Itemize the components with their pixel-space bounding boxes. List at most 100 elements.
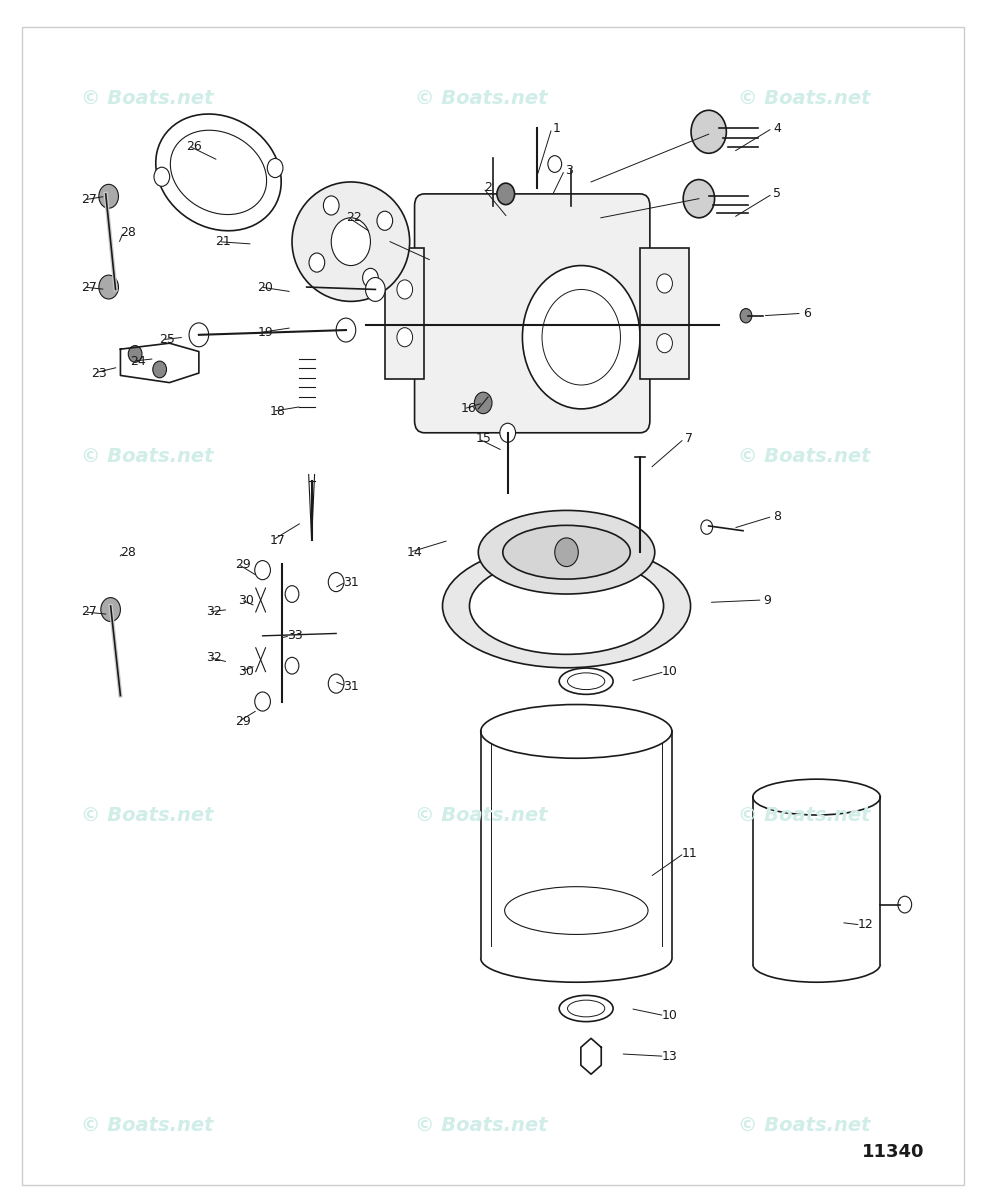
Text: 18: 18 xyxy=(269,404,285,418)
Text: 32: 32 xyxy=(206,606,222,618)
Ellipse shape xyxy=(292,182,409,301)
Text: © Boats.net: © Boats.net xyxy=(739,89,871,108)
Text: 8: 8 xyxy=(773,510,781,523)
Circle shape xyxy=(363,269,379,288)
Text: 16: 16 xyxy=(460,402,476,415)
Circle shape xyxy=(474,392,492,414)
Circle shape xyxy=(254,692,270,712)
Circle shape xyxy=(309,253,324,272)
Ellipse shape xyxy=(559,668,613,695)
Bar xyxy=(386,247,424,379)
Ellipse shape xyxy=(443,544,690,667)
Circle shape xyxy=(285,586,299,602)
Circle shape xyxy=(328,674,344,694)
Circle shape xyxy=(397,280,412,299)
Circle shape xyxy=(898,896,912,913)
Text: 30: 30 xyxy=(238,594,253,606)
Text: 33: 33 xyxy=(287,629,303,642)
Ellipse shape xyxy=(478,510,655,594)
Text: 22: 22 xyxy=(346,211,362,224)
Ellipse shape xyxy=(568,673,604,690)
Circle shape xyxy=(397,328,412,347)
Circle shape xyxy=(500,424,516,443)
Text: © Boats.net: © Boats.net xyxy=(739,1116,871,1135)
Text: 6: 6 xyxy=(803,307,810,320)
Text: 20: 20 xyxy=(257,281,273,294)
Text: 11340: 11340 xyxy=(862,1144,925,1162)
Text: © Boats.net: © Boats.net xyxy=(81,89,214,108)
Text: 32: 32 xyxy=(206,650,222,664)
Circle shape xyxy=(691,110,727,154)
Ellipse shape xyxy=(753,779,880,815)
Circle shape xyxy=(377,211,392,230)
Text: 27: 27 xyxy=(81,606,97,618)
Text: 10: 10 xyxy=(662,665,677,678)
Text: 9: 9 xyxy=(763,594,771,606)
Text: 27: 27 xyxy=(81,193,97,206)
Circle shape xyxy=(497,184,515,205)
Circle shape xyxy=(328,572,344,592)
Ellipse shape xyxy=(156,114,281,230)
Text: 14: 14 xyxy=(406,546,422,559)
Circle shape xyxy=(154,167,170,186)
Circle shape xyxy=(285,658,299,674)
Ellipse shape xyxy=(559,995,613,1021)
Circle shape xyxy=(657,274,672,293)
Text: 26: 26 xyxy=(186,139,202,152)
Text: 30: 30 xyxy=(238,665,253,678)
Circle shape xyxy=(99,185,118,209)
Ellipse shape xyxy=(481,704,671,758)
Text: © Boats.net: © Boats.net xyxy=(739,448,871,466)
Text: 31: 31 xyxy=(343,679,359,692)
Text: 27: 27 xyxy=(81,281,97,294)
Text: 29: 29 xyxy=(235,558,250,571)
Text: © Boats.net: © Boats.net xyxy=(414,805,547,824)
Circle shape xyxy=(523,265,640,409)
Text: 2: 2 xyxy=(484,181,492,194)
Circle shape xyxy=(267,158,283,178)
Text: 23: 23 xyxy=(91,366,106,379)
Circle shape xyxy=(336,318,356,342)
Circle shape xyxy=(542,289,620,385)
Circle shape xyxy=(331,217,371,265)
Text: 4: 4 xyxy=(773,121,781,134)
Text: 10: 10 xyxy=(662,1009,677,1022)
Circle shape xyxy=(548,156,562,173)
Text: © Boats.net: © Boats.net xyxy=(414,89,547,108)
Bar xyxy=(640,247,689,379)
Text: 24: 24 xyxy=(130,355,146,367)
Circle shape xyxy=(740,308,752,323)
Text: 5: 5 xyxy=(773,187,781,200)
Text: © Boats.net: © Boats.net xyxy=(414,1116,547,1135)
Circle shape xyxy=(555,538,579,566)
Circle shape xyxy=(189,323,209,347)
Text: © Boats.net: © Boats.net xyxy=(81,448,214,466)
Text: 1: 1 xyxy=(553,121,561,134)
Ellipse shape xyxy=(469,558,664,654)
Text: 15: 15 xyxy=(475,432,491,445)
Text: © Boats.net: © Boats.net xyxy=(739,805,871,824)
Text: 21: 21 xyxy=(216,235,232,248)
Text: © Boats.net: © Boats.net xyxy=(81,1116,214,1135)
Text: 28: 28 xyxy=(120,226,136,239)
Circle shape xyxy=(254,560,270,580)
Text: 17: 17 xyxy=(269,534,285,547)
Circle shape xyxy=(701,520,713,534)
Ellipse shape xyxy=(171,131,266,215)
Text: 13: 13 xyxy=(662,1050,677,1063)
FancyBboxPatch shape xyxy=(414,194,650,433)
Text: 19: 19 xyxy=(257,326,273,338)
Text: 31: 31 xyxy=(343,576,359,588)
Circle shape xyxy=(366,277,386,301)
Text: 28: 28 xyxy=(120,546,136,559)
Circle shape xyxy=(128,346,142,362)
Circle shape xyxy=(99,275,118,299)
Text: 3: 3 xyxy=(566,163,574,176)
Circle shape xyxy=(323,196,339,215)
Circle shape xyxy=(683,180,715,217)
Circle shape xyxy=(101,598,120,622)
Text: 7: 7 xyxy=(685,432,693,445)
Ellipse shape xyxy=(568,1000,604,1016)
Ellipse shape xyxy=(505,887,648,935)
Text: © Boats.net: © Boats.net xyxy=(81,805,214,824)
